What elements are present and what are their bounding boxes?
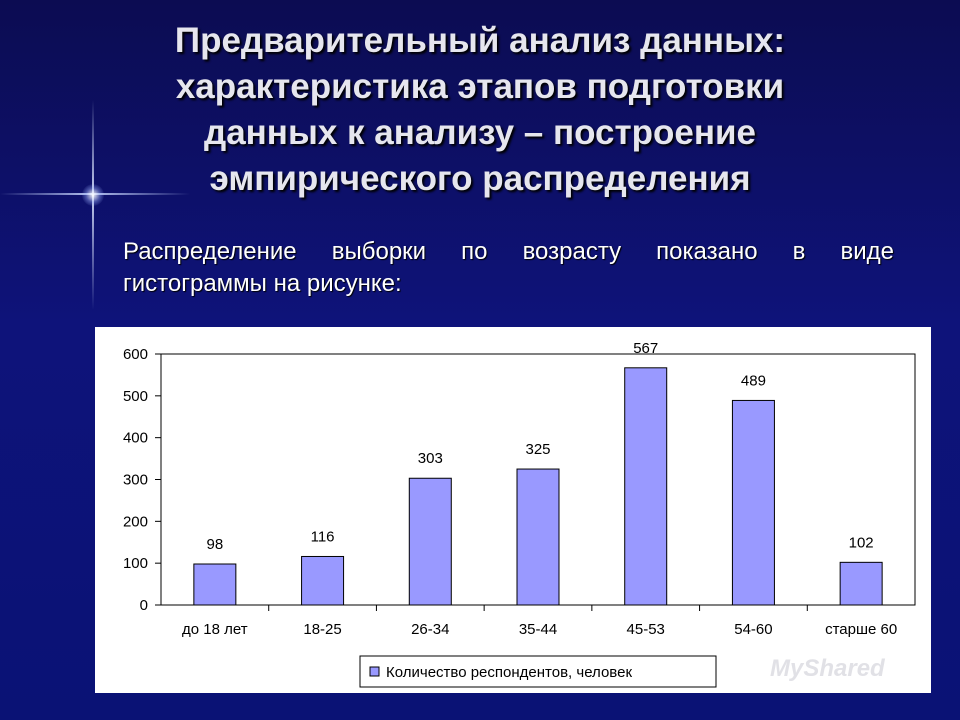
bar-chart: 0 100 200 300 400 500 600 98 до 18 лет 116 18-25 30…: [123, 340, 916, 688]
title-line: эмпирического распределения: [209, 159, 751, 198]
x-tick-label: 35-44: [519, 621, 557, 638]
watermark-text: MyShared: [770, 655, 885, 682]
x-tick-label: 54-60: [734, 621, 772, 638]
y-tick-label: 400: [123, 430, 148, 447]
slide-body-text: Распределение выборки по возрасту показа…: [123, 236, 894, 300]
x-tick-label: 26-34: [411, 621, 449, 638]
legend-box: [359, 655, 717, 688]
title-line: характеристика этапов подготовки: [175, 67, 785, 106]
y-tick-label: 0: [140, 597, 148, 614]
x-tick-label: 18-25: [303, 621, 341, 638]
data-label: 303: [418, 450, 443, 467]
x-tick-label: старше 60: [825, 621, 897, 638]
legend-swatch: [369, 666, 380, 677]
bar: [731, 399, 775, 606]
data-label: 567: [633, 340, 658, 357]
data-label: 325: [525, 441, 550, 458]
chart-panel: 0 100 200 300 400 500 600 98 до 18 лет 116 18-25 30…: [95, 327, 931, 693]
bar: [516, 468, 560, 606]
data-label: 102: [849, 534, 874, 551]
bar: [193, 563, 237, 606]
title-line: Предварительный анализ данных:: [174, 21, 786, 60]
x-tick-label: до 18 лет: [182, 621, 248, 638]
title-line: данных к анализу – построение: [203, 113, 757, 152]
bar: [301, 555, 345, 606]
bar: [624, 367, 668, 606]
y-tick-label: 500: [123, 388, 148, 405]
body-line: Распределение выборки по возрасту показа…: [123, 238, 894, 265]
data-label: 98: [207, 536, 224, 553]
bar: [839, 561, 883, 606]
light-flare-center: [82, 184, 104, 206]
y-tick-label: 300: [123, 472, 148, 489]
bar: [408, 477, 452, 606]
y-tick-label: 100: [123, 555, 148, 572]
body-line: гистограммы на рисунке:: [123, 270, 402, 297]
data-label: 116: [311, 528, 335, 545]
y-tick-label: 600: [123, 346, 148, 363]
y-tick-label: 200: [123, 513, 148, 530]
data-label: 489: [741, 372, 766, 389]
slide-title: Предварительный анализ данных: характери…: [110, 18, 850, 202]
x-tick-label: 45-53: [627, 621, 665, 638]
legend-label: Количество респондентов, человек: [386, 664, 632, 681]
